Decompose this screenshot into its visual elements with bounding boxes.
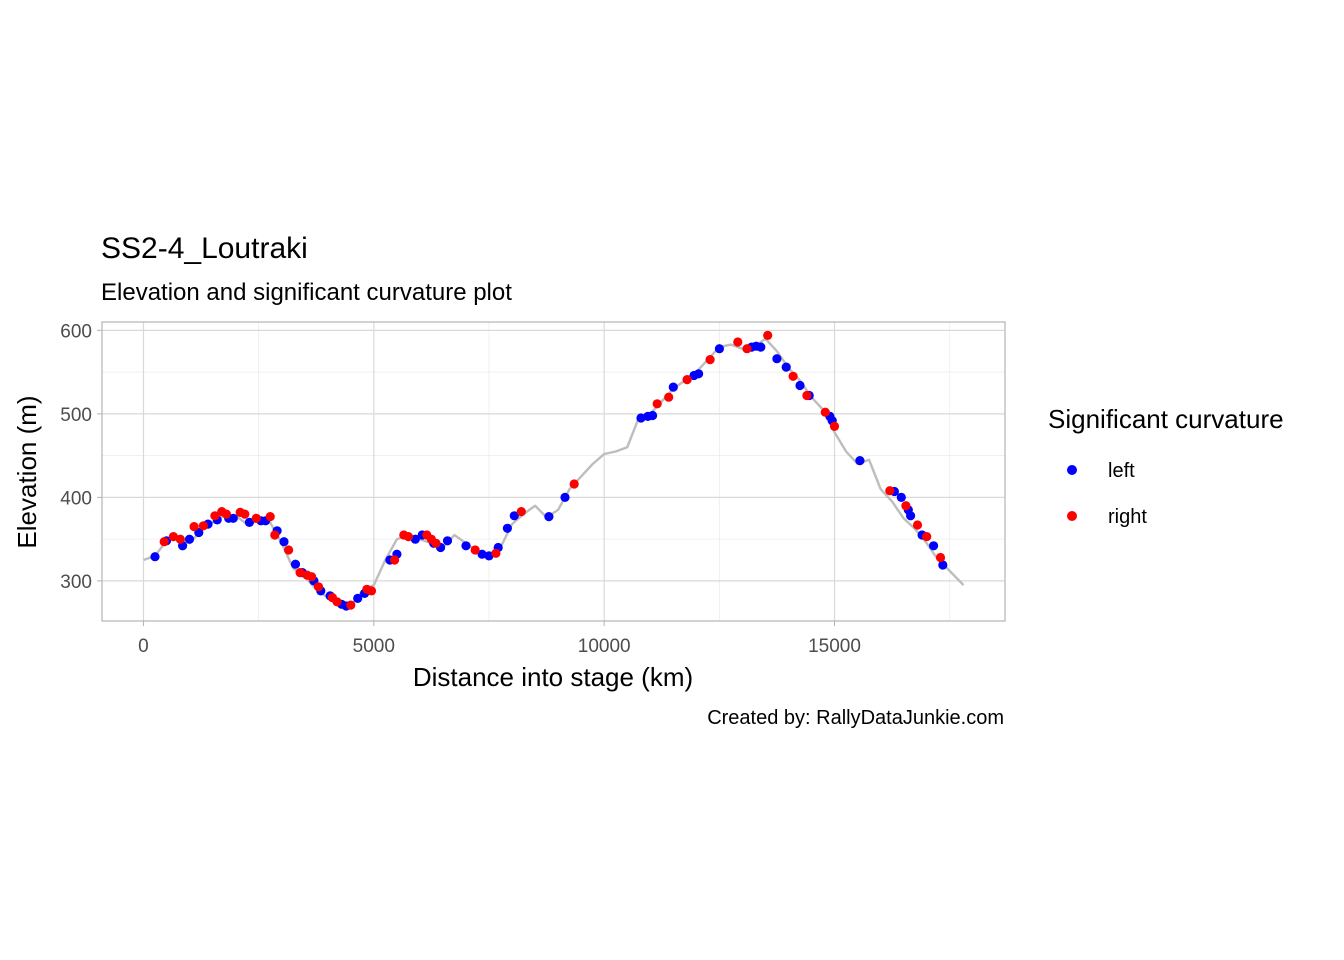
x-tick-label: 15000 [808, 636, 861, 657]
curvature-point-right [265, 511, 275, 522]
major-grid [102, 322, 1005, 621]
curvature-point-left [938, 560, 948, 570]
curvature-point-left [290, 559, 301, 569]
curvature-point-left [461, 541, 471, 551]
curvature-point-right [189, 522, 199, 532]
curvature-point-right [403, 532, 413, 542]
curvature-point-right [516, 507, 526, 517]
curvature-point-right [366, 586, 377, 596]
curvature-point-left [795, 380, 805, 391]
curvature-point-right [295, 568, 305, 578]
curvature-point-left [509, 511, 519, 521]
curvature-point-left [648, 410, 658, 421]
legend-key-left [1067, 465, 1077, 475]
curvature-point-right [221, 509, 231, 519]
curvature-point-right [652, 399, 662, 409]
curvature-point-left [668, 382, 678, 392]
curvature-point-right [682, 375, 692, 385]
curvature-point-left [772, 354, 782, 364]
curvature-point-right [569, 479, 579, 489]
curvature-point-right [240, 509, 250, 519]
chart-caption: Created by: RallyDataJunkie.com [707, 707, 1004, 729]
curvature-point-right [829, 421, 840, 431]
curvature-point-left [896, 492, 906, 502]
curvature-point-left [714, 344, 725, 354]
curvature-point-right [470, 545, 480, 555]
curvature-point-left [781, 362, 791, 372]
curvature-point-right [431, 538, 441, 548]
curvature-point-left [756, 342, 766, 352]
y-tick-label: 400 [60, 488, 92, 509]
y-tick-label: 600 [60, 321, 92, 342]
curvature-point-right [788, 371, 798, 381]
curvature-point-right [922, 532, 932, 542]
curvature-point-left [929, 541, 939, 551]
curvature-point-left [544, 511, 554, 522]
curvature-point-right [346, 600, 356, 610]
chart-title: SS2-4_Loutraki [101, 232, 308, 265]
curvature-point-right [820, 407, 830, 417]
curvature-point-left [150, 552, 160, 562]
curvature-point-right [763, 330, 773, 340]
chart-subtitle: Elevation and significant curvature plot [101, 279, 512, 306]
x-axis-ticks: 0 5000 10000 15000 [138, 621, 861, 657]
y-tick-label: 500 [60, 405, 92, 426]
x-axis-title: Distance into stage (km) [413, 662, 693, 692]
legend: Significant curvature left right [1048, 404, 1284, 528]
x-tick-label: 5000 [353, 636, 395, 657]
curvature-point-right [210, 511, 220, 521]
curvature-point-left [484, 551, 494, 561]
panel-border [101, 321, 1006, 622]
curvature-point-left [855, 456, 865, 466]
legend-title: Significant curvature [1048, 404, 1284, 434]
curvature-point-right [307, 572, 317, 582]
curvature-point-right [270, 530, 280, 540]
curvature-point-right [332, 597, 342, 607]
minor-grid [102, 322, 1005, 621]
curvature-point-left [477, 549, 487, 559]
curvature-point-left [636, 413, 646, 423]
curvature-point-left [502, 523, 512, 533]
curvature-point-left [560, 492, 570, 502]
curvature-point-right [733, 337, 743, 347]
curvature-point-right [885, 486, 895, 496]
curvature-point-left [906, 511, 916, 521]
curvature-point-right [901, 501, 911, 511]
curvature-point-right [390, 555, 400, 565]
curvature-point-right [284, 545, 294, 555]
curvature-point-left [353, 593, 363, 604]
curvature-point-right [802, 390, 812, 401]
curvature-point-right [251, 513, 261, 523]
curvature-point-left [279, 537, 289, 547]
y-axis-title: Elevation (m) [12, 395, 42, 548]
curvature-point-left [410, 534, 420, 544]
curvature-point-right [705, 355, 715, 365]
y-tick-label: 300 [60, 572, 92, 593]
curvature-point-right [168, 532, 178, 542]
curvature-point-left [442, 536, 453, 546]
y-axis-ticks: 300 400 500 600 [60, 321, 102, 593]
curvature-point-left [184, 534, 195, 544]
curvature-point-right [491, 548, 501, 558]
legend-label-left: left [1108, 460, 1135, 482]
curvature-point-right [742, 344, 752, 354]
legend-label-right: right [1108, 506, 1147, 528]
legend-key-right [1067, 511, 1077, 521]
curvature-point-left [244, 517, 254, 528]
curvature-point-right [198, 521, 208, 531]
curvature-points [150, 330, 948, 611]
curvature-point-right [159, 537, 169, 547]
curvature-point-right [935, 552, 946, 563]
x-tick-label: 0 [138, 636, 149, 657]
curvature-point-left [228, 513, 238, 523]
curvature-point-left [694, 369, 704, 379]
x-tick-label: 10000 [578, 636, 631, 657]
curvature-point-right [313, 582, 324, 592]
curvature-point-right [664, 392, 674, 402]
curvature-point-right [175, 534, 185, 544]
curvature-point-right [912, 520, 923, 530]
